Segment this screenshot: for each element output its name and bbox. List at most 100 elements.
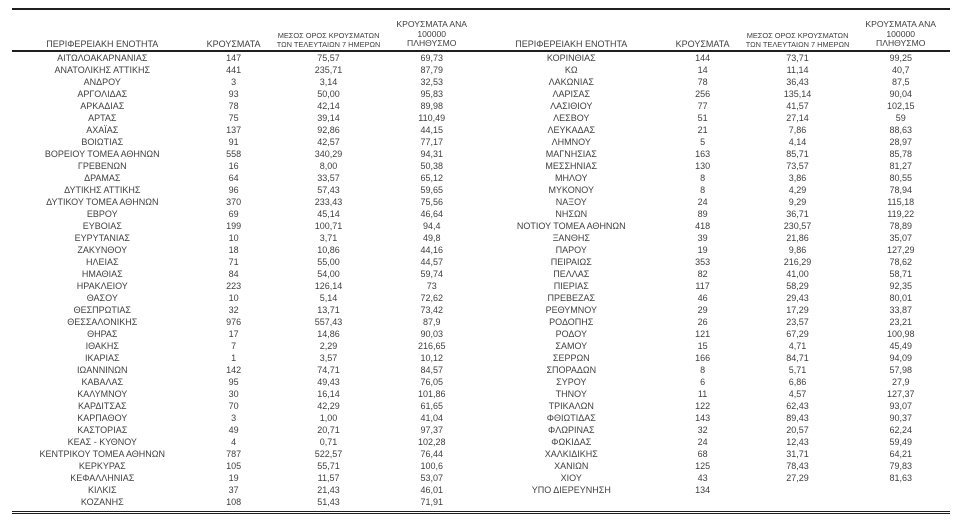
region-name-cell: ΚΕΡΚΥΡΑΣ	[78, 461, 126, 472]
avg7-cell: 39,14	[317, 112, 340, 123]
table-row: ΙΘΑΚΗΣ 7 2,29 216,65	[12, 340, 481, 352]
table-row: ΛΕΣΒΟΥ 51 27,14 59	[481, 112, 950, 124]
avg7-cell: 27,14	[786, 112, 809, 123]
cases-cell: 71	[228, 256, 239, 267]
per100k-cell: 87,9	[422, 316, 441, 327]
avg7-cell: 41,00	[786, 268, 809, 279]
per100k-cell: 62,24	[889, 424, 912, 435]
table-row: ΛΕΥΚΑΔΑΣ 21 7,86 88,63	[481, 124, 950, 136]
cases-cell: 223	[226, 280, 242, 291]
per100k-cell: 44,16	[420, 244, 443, 255]
table-row: ΚΕΝΤΡΙΚΟΥ ΤΟΜΕΑ ΑΘΗΝΩΝ 787 522,57 76,44	[12, 449, 481, 461]
region-name-cell: ΗΡΑΚΛΕΙΟΥ	[76, 280, 128, 291]
table-row: ΚΑΛΥΜΝΟΥ 30 16,14 101,86	[12, 388, 481, 400]
region-name-cell: ΒΟΡΕΙΟΥ ΤΟΜΕΑ ΑΘΗΝΩΝ	[44, 148, 160, 159]
region-name-cell: ΑΝΔΡΟΥ	[83, 76, 121, 87]
region-name-cell: ΛΕΣΒΟΥ	[553, 112, 590, 123]
avg7-cell: 216,29	[783, 256, 812, 267]
region-name-cell: ΡΟΔΟΠΗΣ	[549, 316, 594, 327]
per100k-cell: 77,17	[420, 136, 443, 147]
avg7-cell: 100,71	[314, 220, 343, 231]
region-name-cell: ΚΙΛΚΙΣ	[87, 485, 117, 496]
avg7-cell: 4,71	[788, 340, 807, 351]
avg7-cell: 17,29	[786, 304, 809, 315]
table-right-half: ΠΕΡΙΦΕΡΕΙΑΚΗ ΕΝΟΤΗΤΑ ΚΡΟΥΣΜΑΤΑ ΜΕΣΟΣ ΟΡΟ…	[481, 10, 950, 511]
table-row: ΣΥΡΟΥ 6 6,86 27,9	[481, 376, 950, 388]
region-name-cell: ΧΙΟΥ	[560, 473, 582, 484]
cases-cell: 24	[697, 196, 708, 207]
cases-cell: 147	[226, 52, 242, 63]
avg7-cell: 75,57	[317, 52, 340, 63]
per100k-cell: 87,5	[891, 76, 910, 87]
region-name-cell: ΑΡΓΟΛΙΔΑΣ	[77, 88, 128, 99]
region-name-cell: ΣΕΡΡΩΝ	[552, 352, 590, 363]
per100k-cell: 59	[895, 112, 906, 123]
cases-cell: 75	[228, 112, 239, 123]
avg7-cell: 12,43	[786, 437, 809, 447]
region-name-cell: ΕΥΡΥΤΑΝΙΑΣ	[74, 232, 130, 243]
per100k-cell: 99,25	[889, 52, 912, 63]
cases-cell: 8	[700, 184, 706, 195]
avg7-cell: 74,71	[317, 364, 340, 375]
table-row: ΚΕΦΑΛΛΗΝΙΑΣ 19 11,57 53,07	[12, 473, 481, 485]
table-row: ΠΕΛΛΑΣ 82 41,00 58,71	[481, 268, 950, 280]
cases-cell: 70	[228, 400, 239, 411]
regional-cases-table: ΠΕΡΙΦΕΡΕΙΑΚΗ ΕΝΟΤΗΤΑ ΚΡΟΥΣΜΑΤΑ ΜΕΣΟΣ ΟΡΟ…	[12, 8, 950, 514]
table-row: ΑΙΤΩΛΟΑΚΑΡΝΑΝΙΑΣ 147 75,57 69,73	[12, 52, 481, 64]
per100k-cell: 94,4	[422, 220, 441, 231]
region-name-cell: ΕΒΡΟΥ	[86, 208, 118, 219]
table-row: ΧΙΟΥ 43 27,29 81,63	[481, 473, 950, 485]
per100k-cell: 88,63	[889, 124, 912, 135]
cases-cell: 117	[695, 280, 710, 291]
region-name-cell: ΦΩΚΙΔΑΣ	[551, 437, 592, 447]
avg7-cell: 9,86	[788, 244, 807, 255]
region-name-cell: ΣΠΟΡΑΔΩΝ	[546, 364, 597, 375]
avg7-cell: 42,14	[317, 100, 340, 111]
table-row: ΘΕΣΠΡΩΤΙΑΣ 32 13,71 73,42	[12, 304, 481, 316]
avg7-cell: 84,71	[786, 352, 809, 363]
per100k-cell: 46,64	[420, 208, 443, 219]
cases-cell: 14	[697, 64, 708, 75]
region-name-cell: ΚΩ	[564, 64, 578, 75]
region-name-cell: ΤΡΙΚΑΛΩΝ	[548, 400, 594, 411]
cases-cell: 16	[228, 160, 239, 171]
table-row: ΑΡΓΟΛΙΔΑΣ 93 50,00 95,83	[12, 88, 481, 100]
table-row: ΚΙΛΚΙΣ 37 21,43 46,01	[12, 485, 481, 497]
table-row: ΑΧΑΪΑΣ 137 92,86 44,15	[12, 124, 481, 136]
cases-cell: 166	[695, 352, 711, 363]
table-row: ΘΕΣΣΑΛΟΝΙΚΗΣ 976 557,43 87,9	[12, 316, 481, 328]
column-header-avg7: ΜΕΣΟΣ ΟΡΟΣ ΚΡΟΥΣΜΑΤΩΝ ΤΩΝ ΤΕΛΕΥΤΑΙΩΝ 7 Η…	[275, 32, 383, 49]
region-name-cell: ΜΥΚΟΝΟΥ	[548, 184, 594, 195]
cases-cell: 144	[695, 52, 711, 63]
per100k-cell: 59,74	[420, 268, 443, 279]
region-name-cell: ΛΑΚΩΝΙΑΣ	[548, 76, 594, 87]
table-row: ΗΜΑΘΙΑΣ 84 54,00 59,74	[12, 268, 481, 280]
avg7-cell: 73,71	[786, 52, 809, 63]
avg7-cell: 42,29	[317, 400, 340, 411]
table-row: ΧΑΝΙΩΝ 125 78,43 79,83	[481, 461, 950, 473]
table-row: ΠΡΕΒΕΖΑΣ 46 29,43 80,01	[481, 292, 950, 304]
table-row: ΑΡΤΑΣ 75 39,14 110,49	[12, 112, 481, 124]
cases-cell: 3	[231, 412, 237, 423]
region-name-cell: ΠΕΛΛΑΣ	[553, 268, 590, 279]
column-header-avg7: ΜΕΣΟΣ ΟΡΟΣ ΚΡΟΥΣΜΑΤΩΝ ΤΩΝ ΤΕΛΕΥΤΑΙΩΝ 7 Η…	[744, 32, 852, 49]
per100k-cell: 85,78	[889, 148, 912, 159]
avg7-cell: 3,86	[788, 172, 807, 183]
avg7-cell: 135,14	[783, 88, 812, 99]
region-name-cell: ΚΑΛΥΜΝΟΥ	[77, 388, 128, 399]
avg7-cell: 55,00	[317, 256, 340, 267]
per100k-cell: 35,07	[889, 232, 912, 243]
table-header-left: ΠΕΡΙΦΕΡΕΙΑΚΗ ΕΝΟΤΗΤΑ ΚΡΟΥΣΜΑΤΑ ΜΕΣΟΣ ΟΡΟ…	[12, 10, 481, 52]
per100k-cell: 101,86	[417, 388, 446, 399]
region-name-cell: ΘΕΣΣΑΛΟΝΙΚΗΣ	[67, 316, 138, 327]
cases-cell: 77	[697, 100, 708, 111]
avg7-cell: 54,00	[317, 268, 340, 279]
cases-cell: 49	[228, 424, 239, 435]
avg7-cell: 67,29	[786, 328, 809, 339]
table-row: ΑΝΔΡΟΥ 3 3,14 32,53	[12, 76, 481, 88]
cases-cell: 8	[700, 172, 706, 183]
avg7-cell: 29,43	[786, 292, 809, 303]
per100k-cell: 90,03	[420, 328, 443, 339]
cases-cell: 93	[228, 88, 239, 99]
column-header-region: ΠΕΡΙΦΕΡΕΙΑΚΗ ΕΝΟΤΗΤΑ	[46, 38, 159, 49]
